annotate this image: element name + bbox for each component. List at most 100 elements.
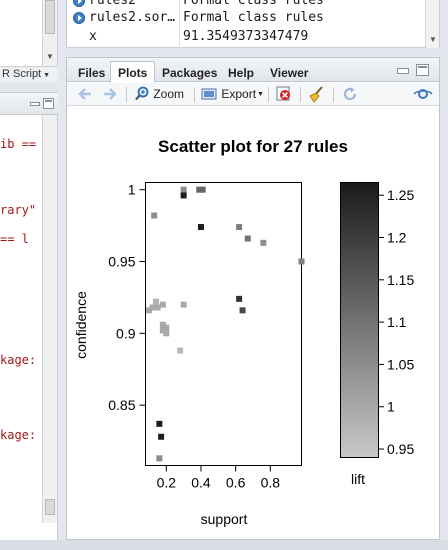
data-point (196, 186, 203, 193)
minimize-pane-icon[interactable] (30, 102, 40, 106)
maximize-pane-icon[interactable] (416, 64, 429, 76)
refresh-plot-button[interactable] (341, 85, 359, 104)
publish-button[interactable] (413, 85, 433, 104)
object-name: rules2 (89, 0, 136, 8)
minimize-pane-icon[interactable] (397, 68, 409, 74)
data-point (159, 321, 166, 328)
data-point (149, 304, 156, 311)
data-point (145, 307, 152, 314)
scrollbar-thumb[interactable] (45, 499, 55, 515)
chevron-down-icon: ▼ (257, 90, 264, 98)
export-button[interactable]: Export▼ (201, 85, 264, 104)
pane-tab-bar: Files Plots Packages Help Viewer (67, 58, 439, 83)
tab-viewer[interactable]: Viewer (270, 66, 309, 80)
x-tick-label: 0.6 (226, 475, 246, 491)
data-point (154, 304, 161, 311)
zoom-icon (135, 86, 149, 101)
object-value: Formal class rules (183, 0, 324, 8)
clear-all-plots-button[interactable] (307, 85, 327, 104)
lift-color-scale (340, 182, 379, 458)
tab-packages[interactable]: Packages (162, 66, 218, 80)
console-pane: ib == rary" == l kage: kage: (0, 92, 58, 540)
export-icon (201, 88, 217, 100)
tab-help[interactable]: Help (228, 66, 255, 80)
chart-title: Scatter plot for 27 rules (158, 137, 348, 156)
data-point (151, 212, 158, 219)
object-value: Formal class rules (183, 10, 324, 25)
data-point (180, 301, 187, 308)
legend-tick-label: 1.1 (387, 314, 407, 330)
scrollbar-thumb[interactable] (45, 0, 55, 34)
y-tick-label: 0.85 (108, 397, 135, 413)
y-axis-label: confidence (73, 291, 89, 359)
publish-icon (413, 89, 433, 99)
maximize-pane-icon[interactable] (43, 98, 54, 109)
remove-plot-button[interactable] (275, 85, 293, 104)
code-line: kage: (0, 353, 37, 367)
plots-pane: Files Plots Packages Help Viewer Zoom Ex… (66, 57, 440, 540)
y-tick-label: 0.95 (108, 254, 135, 270)
legend-tick-label: 1.05 (387, 356, 414, 372)
data-point (159, 327, 166, 334)
refresh-icon (343, 87, 357, 101)
code-line: rary" (0, 203, 37, 217)
toolbar-divider (268, 87, 269, 102)
scroll-down-icon[interactable]: ▼ (429, 35, 437, 44)
data-point (197, 224, 204, 231)
next-plot-button[interactable] (100, 85, 120, 104)
code-line: ib == (0, 137, 37, 151)
zoom-button[interactable]: Zoom (134, 85, 184, 104)
data-point (152, 298, 159, 305)
object-name: rules2.sor… (89, 10, 176, 25)
object-expand-icon[interactable] (73, 12, 85, 24)
data-point (199, 186, 206, 193)
remove-plot-icon (276, 86, 290, 101)
back-arrow-icon (78, 88, 91, 100)
plot-frame (145, 182, 302, 466)
data-point (239, 307, 246, 314)
environment-pane: rules2 Formal class rules rules2.sor… Fo… (66, 0, 440, 48)
data-point (236, 224, 243, 231)
plots-toolbar: Zoom Export▼ (67, 83, 439, 106)
data-point (158, 433, 165, 440)
chevron-down-icon: ▼ (43, 72, 51, 79)
toolbar-divider (194, 87, 195, 102)
scatter-plot: Scatter plot for 27 rules 0.2 0.4 0.6 0.8 1… (73, 137, 414, 527)
code-line: kage: (0, 428, 37, 442)
toolbar-divider (300, 87, 301, 102)
previous-plot-button[interactable] (75, 85, 95, 104)
source-pane-top: ▼ R Script ▼ (0, 0, 58, 82)
file-type-label: R Script (2, 68, 42, 80)
env-row[interactable]: rules2 Formal class rules (67, 0, 427, 10)
x-axis-label: support (201, 511, 248, 527)
data-point (298, 258, 305, 265)
y-tick-label: 1 (128, 182, 136, 198)
data-point (163, 330, 170, 337)
forward-arrow-icon (104, 88, 117, 100)
scroll-down-icon[interactable]: ▼ (46, 52, 54, 61)
legend-label: lift (351, 471, 365, 487)
zoom-label: Zoom (153, 87, 185, 101)
env-row[interactable]: rules2.sor… Formal class rules (67, 10, 427, 27)
file-type-selector[interactable]: R Script ▼ (0, 66, 58, 82)
object-value: 91.3549373347479 (183, 29, 309, 44)
object-expand-icon[interactable] (73, 0, 85, 7)
data-point (236, 295, 243, 302)
env-vertical-scrollbar[interactable]: ▼ (425, 0, 439, 48)
legend-tick-label: 1.2 (387, 230, 407, 246)
tab-files[interactable]: Files (78, 66, 106, 80)
export-label: Export (221, 87, 257, 101)
data-point (244, 235, 251, 242)
source-vertical-scrollbar[interactable]: ▼ (42, 0, 57, 66)
legend-tick-label: 1.15 (387, 272, 414, 288)
legend-tick-label: 1.25 (387, 187, 414, 203)
tab-plots[interactable]: Plots (110, 61, 156, 83)
data-point (180, 186, 187, 193)
code-line: == l (0, 232, 29, 246)
plot-viewer: Scatter plot for 27 rules 0.2 0.4 0.6 0.8 1… (67, 107, 439, 539)
console-vertical-scrollbar[interactable] (42, 115, 57, 523)
env-row[interactable]: x 91.3549373347479 (67, 29, 427, 46)
x-tick-label: 0.2 (157, 475, 177, 491)
toolbar-divider (333, 87, 334, 102)
x-tick-label: 0.8 (261, 475, 281, 491)
